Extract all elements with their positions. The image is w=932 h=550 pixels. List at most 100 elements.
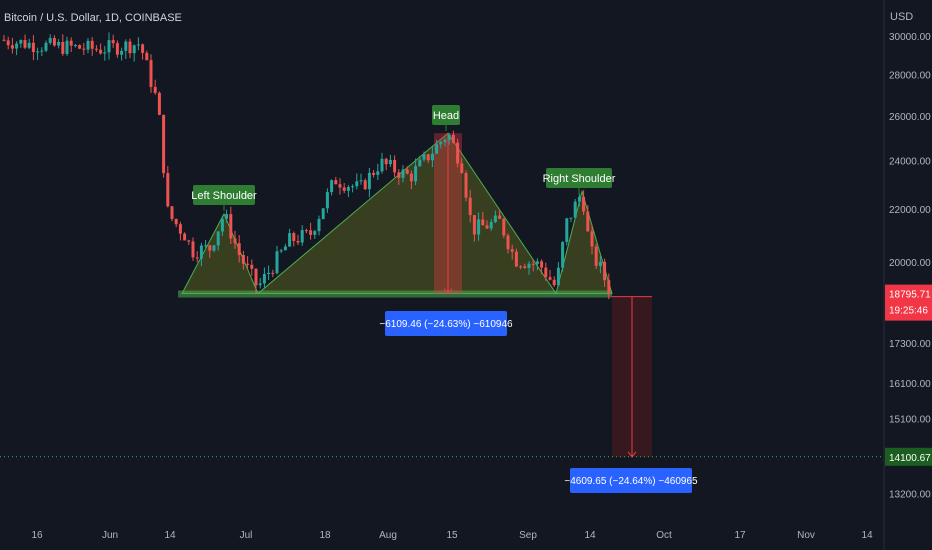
candle-body <box>220 218 224 232</box>
candle-body <box>346 187 350 191</box>
candle-body <box>380 158 384 172</box>
price-axis[interactable]: 30000.00 28000.00 26000.00 24000.00 22000.00… <box>889 32 931 501</box>
candle-body <box>523 266 527 268</box>
candle-body <box>86 40 90 50</box>
head-height-arrowhead <box>443 288 453 295</box>
candle-body <box>69 40 73 46</box>
candle-body <box>363 180 367 190</box>
price-tick-label: 15100.00 <box>889 415 931 426</box>
candle-body <box>19 40 23 44</box>
currency-label: USD <box>890 11 913 23</box>
candle-body <box>283 246 287 251</box>
candle-body <box>174 218 178 225</box>
candle-body <box>552 279 556 286</box>
candle-body <box>573 201 577 218</box>
candle-body <box>128 41 132 54</box>
candle-body <box>94 48 98 50</box>
candle-body <box>229 214 233 239</box>
candle-body <box>237 243 241 256</box>
candle-body <box>397 172 401 178</box>
candle-body <box>170 206 174 219</box>
candle-body <box>99 49 103 54</box>
target-drop-measure-bg <box>570 468 692 493</box>
current-price-tag <box>885 284 932 321</box>
candle-body <box>191 241 195 258</box>
countdown-value: 19:25:46 <box>889 306 928 317</box>
candle-body <box>489 221 493 229</box>
candle-body <box>367 172 371 190</box>
neckline <box>178 290 612 298</box>
candle-body <box>149 60 153 87</box>
candle-body <box>157 92 161 115</box>
candle-body <box>145 52 149 61</box>
target-zone-group <box>0 296 884 458</box>
candle-body <box>23 40 27 48</box>
candle-body <box>485 225 489 229</box>
candle-body <box>78 45 82 49</box>
candle-body <box>531 263 535 265</box>
candle-body <box>141 44 145 53</box>
time-axis[interactable]: 16 Jun 14 Jul 18 Aug 15 Sep 14 Oct 17 Nov 14 <box>31 530 873 541</box>
candle-body <box>262 273 266 284</box>
candle-body <box>212 245 216 251</box>
price-tick-label: 13200.00 <box>889 490 931 501</box>
candle-body <box>481 219 485 226</box>
candle-body <box>439 142 443 145</box>
candle-body <box>443 139 447 143</box>
candle-body <box>225 214 229 219</box>
time-tick-label: Aug <box>379 530 397 541</box>
candle-body <box>309 230 313 235</box>
candle-body <box>548 277 552 280</box>
candle-body <box>376 171 380 175</box>
head-and-shoulders-pattern <box>178 132 613 298</box>
candle-body <box>65 40 69 54</box>
candle-body <box>334 180 338 185</box>
candle-body <box>40 50 44 52</box>
candle-body <box>535 261 539 264</box>
symbol-title[interactable]: Bitcoin / U.S. Dollar, 1D, COINBASE <box>4 12 182 24</box>
price-tick-label: 24000.00 <box>889 156 931 167</box>
candle-body <box>2 39 6 41</box>
candle-body <box>267 272 271 274</box>
time-tick-label: 14 <box>584 530 596 541</box>
time-tick-label: Oct <box>656 530 672 541</box>
candle-body <box>48 37 52 43</box>
candle-body <box>254 268 258 286</box>
candle-body <box>577 196 581 202</box>
candle-body <box>556 267 560 286</box>
head-label: Head <box>432 105 460 131</box>
right-shoulder-label-bg <box>546 168 612 188</box>
candle-body <box>435 144 439 154</box>
candle-body <box>115 43 119 55</box>
candle-body <box>502 218 506 236</box>
candle-body <box>124 41 128 51</box>
candle-body <box>590 231 594 247</box>
time-tick-label: 15 <box>446 530 458 541</box>
candle-body <box>384 158 388 165</box>
candle-body <box>430 153 434 161</box>
time-tick-label: 17 <box>734 530 746 541</box>
candle-body <box>472 215 476 235</box>
candle-body <box>187 240 191 242</box>
candle-body <box>582 196 586 212</box>
left-shoulder-label-bg <box>193 185 255 205</box>
candle-body <box>321 208 325 219</box>
candle-body <box>477 219 481 235</box>
candle-body <box>561 242 565 268</box>
current-price-value: 18795.71 <box>889 290 931 301</box>
candle-body <box>44 42 48 51</box>
candle-body <box>401 169 405 178</box>
price-tick-label: 26000.00 <box>889 112 931 123</box>
left-shoulder-label: Left Shoulder <box>191 185 257 211</box>
time-tick-label: 14 <box>164 530 176 541</box>
price-tick-label: 28000.00 <box>889 70 931 81</box>
candle-body <box>61 41 65 54</box>
candle-body <box>275 251 279 274</box>
candle-body <box>409 173 413 182</box>
right-shoulder-label: Right Shoulder <box>543 168 616 194</box>
candle-body <box>107 40 111 53</box>
candle-body <box>372 172 376 175</box>
candle-body <box>456 142 460 164</box>
head-height-measure-text: −6109.46 (−24.63%) −610946 <box>379 319 513 330</box>
